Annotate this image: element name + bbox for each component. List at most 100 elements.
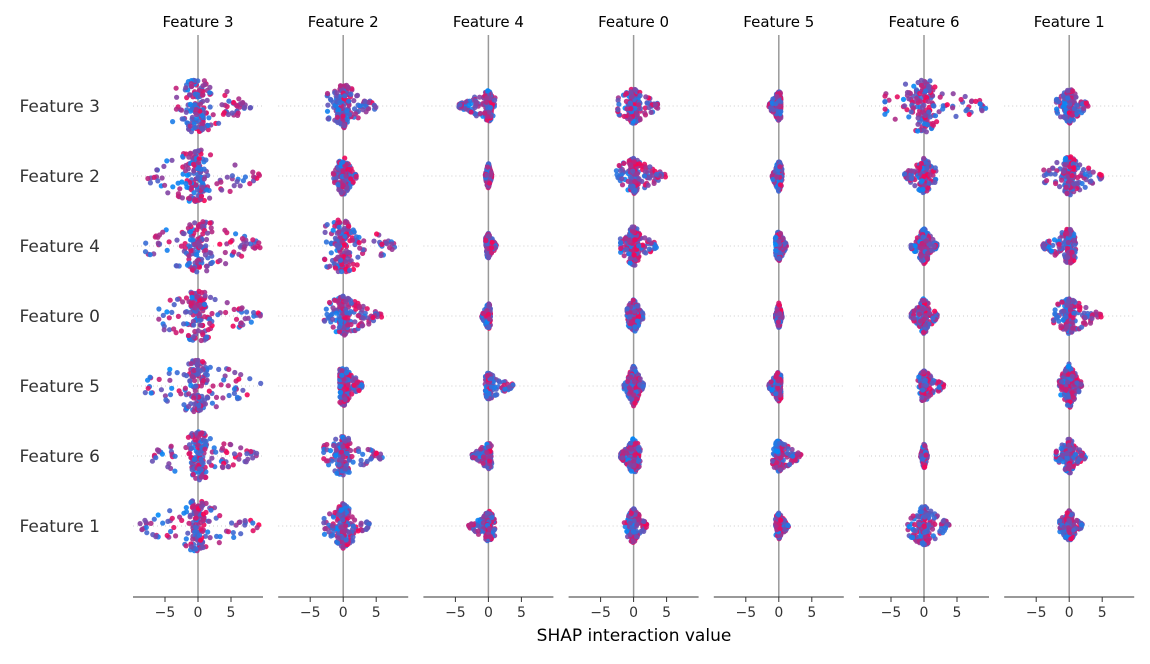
tick-label: −5 bbox=[300, 605, 321, 621]
data-point bbox=[322, 532, 327, 537]
data-point bbox=[223, 310, 228, 315]
data-point bbox=[492, 98, 497, 103]
tick-label: −5 bbox=[590, 605, 611, 621]
data-point bbox=[232, 162, 237, 167]
data-point bbox=[628, 375, 633, 380]
data-point bbox=[193, 516, 198, 521]
data-point bbox=[488, 534, 493, 539]
data-point bbox=[469, 109, 474, 114]
data-point bbox=[210, 401, 215, 406]
data-point bbox=[203, 401, 208, 406]
data-point bbox=[187, 92, 192, 97]
data-point bbox=[387, 245, 392, 250]
data-point bbox=[175, 297, 180, 302]
data-point bbox=[176, 314, 181, 319]
data-point bbox=[351, 98, 356, 103]
data-point bbox=[207, 196, 212, 201]
data-point bbox=[217, 242, 222, 247]
data-point bbox=[632, 188, 637, 193]
data-point bbox=[324, 442, 329, 447]
data-point bbox=[379, 242, 384, 247]
data-point bbox=[156, 512, 161, 517]
data-point bbox=[196, 160, 201, 165]
data-point bbox=[346, 85, 351, 90]
row-label: Feature 3 bbox=[20, 97, 100, 117]
data-point bbox=[487, 181, 492, 186]
data-point bbox=[161, 164, 166, 169]
data-point bbox=[174, 330, 179, 335]
data-point bbox=[628, 256, 633, 261]
data-point bbox=[486, 312, 491, 317]
data-point bbox=[488, 454, 493, 459]
data-point bbox=[149, 390, 154, 395]
data-point bbox=[174, 238, 179, 243]
data-point bbox=[140, 527, 145, 532]
data-point bbox=[219, 382, 224, 387]
data-point bbox=[233, 231, 238, 236]
data-point bbox=[619, 176, 624, 181]
data-point bbox=[632, 159, 637, 164]
data-point bbox=[193, 183, 198, 188]
data-point bbox=[193, 437, 198, 442]
data-point bbox=[350, 514, 355, 519]
data-point bbox=[634, 303, 639, 308]
data-point bbox=[248, 105, 253, 110]
data-point bbox=[145, 378, 150, 383]
data-point bbox=[243, 518, 248, 523]
data-point bbox=[195, 258, 200, 263]
data-point bbox=[348, 176, 353, 181]
data-point bbox=[631, 539, 636, 544]
data-point bbox=[183, 85, 188, 90]
data-point bbox=[344, 370, 349, 375]
data-point bbox=[485, 510, 490, 515]
data-point bbox=[159, 387, 164, 392]
data-point bbox=[376, 455, 381, 460]
data-point bbox=[356, 235, 361, 240]
data-point bbox=[344, 310, 349, 315]
tick-label: 0 bbox=[629, 605, 638, 621]
data-point bbox=[647, 164, 652, 169]
data-point bbox=[340, 444, 345, 449]
data-point bbox=[237, 519, 242, 524]
data-point bbox=[207, 519, 212, 524]
data-point bbox=[179, 244, 184, 249]
data-point bbox=[189, 446, 194, 451]
data-point bbox=[200, 219, 205, 224]
data-point bbox=[632, 324, 637, 329]
data-point bbox=[198, 323, 203, 328]
data-point bbox=[329, 312, 334, 317]
data-point bbox=[185, 531, 190, 536]
data-point bbox=[183, 386, 188, 391]
data-point bbox=[161, 313, 166, 318]
data-point bbox=[250, 520, 255, 525]
data-point bbox=[336, 230, 341, 235]
tick-label: −5 bbox=[155, 605, 176, 621]
data-point bbox=[629, 511, 634, 516]
data-point bbox=[341, 454, 346, 459]
data-point bbox=[325, 91, 330, 96]
data-point bbox=[347, 167, 352, 172]
data-point bbox=[357, 103, 362, 108]
data-point bbox=[188, 124, 193, 129]
data-point bbox=[326, 316, 331, 321]
data-point bbox=[229, 520, 234, 525]
data-point bbox=[325, 222, 330, 227]
data-point bbox=[202, 439, 207, 444]
data-point bbox=[198, 431, 203, 436]
data-point bbox=[323, 230, 328, 235]
data-point bbox=[215, 312, 220, 317]
data-point bbox=[239, 306, 244, 311]
data-point bbox=[144, 530, 149, 535]
data-point bbox=[484, 172, 489, 177]
data-point bbox=[180, 195, 185, 200]
data-point bbox=[621, 161, 626, 166]
data-point bbox=[188, 102, 193, 107]
data-point bbox=[170, 119, 175, 124]
data-point bbox=[145, 176, 150, 181]
data-point bbox=[231, 530, 236, 535]
data-point bbox=[647, 105, 652, 110]
data-point bbox=[152, 517, 157, 522]
data-point bbox=[188, 310, 193, 315]
data-point bbox=[234, 317, 239, 322]
data-point bbox=[189, 84, 194, 89]
